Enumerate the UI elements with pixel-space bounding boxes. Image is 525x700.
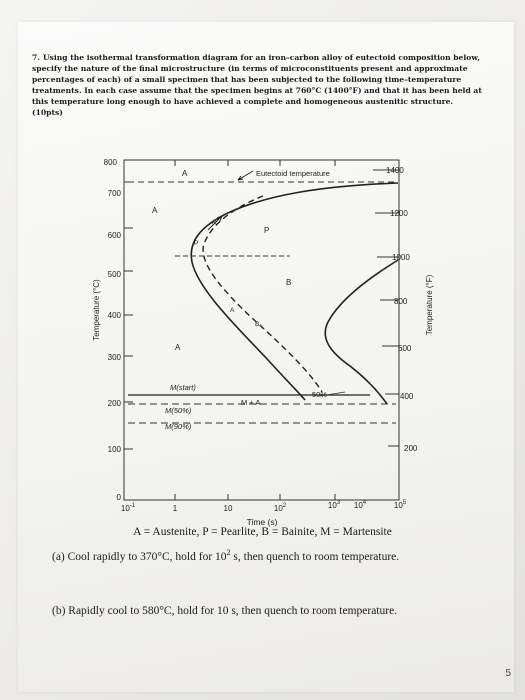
eutectoid-arrowhead — [237, 175, 244, 181]
x-tick-2: 10 — [224, 504, 233, 513]
pct50-leader — [319, 391, 346, 397]
right-tick-1200: 1200 — [390, 209, 408, 218]
eutectoid-arrow — [237, 170, 254, 181]
left-tick-200: 200 — [108, 399, 122, 408]
part-a-text: (a) Cool rapidly to 370°C, hold for 102 … — [52, 548, 400, 563]
left-tick-0: 0 — [117, 493, 122, 502]
x-tick-0: 10-1 — [121, 503, 136, 513]
left-ticks — [124, 181, 133, 450]
question-body: Using the isothermal transformation diag… — [32, 53, 482, 117]
left-tick-800: 800 — [104, 158, 118, 167]
left-tick-700: 700 — [108, 189, 122, 198]
right-axis-label: Temperature (°F) — [425, 274, 434, 335]
right-tick-600: 600 — [398, 344, 412, 353]
label-a-lower: A — [175, 343, 181, 352]
x-tick-3: 102 — [274, 503, 287, 513]
right-tick-1000: 1000 — [392, 253, 410, 262]
label-m90: M(90%) — [165, 422, 192, 431]
x-axis-label: Time (s) — [247, 517, 278, 527]
label-a-to-b: A — [230, 307, 235, 314]
fifty-percent-curve — [202, 195, 323, 393]
diagram-legend: A = Austenite, P = Pearlite, B = Bainite… — [133, 526, 392, 538]
label-a-left: A — [152, 206, 158, 215]
left-tick-300: 300 — [108, 353, 122, 362]
x-tick-5: 104 — [354, 500, 367, 510]
right-tick-200: 200 — [404, 444, 418, 453]
page-number: 5 — [505, 668, 511, 679]
question-number: 7. — [32, 53, 40, 62]
x-tick-1: 1 — [173, 504, 178, 513]
upper-arrowhead — [216, 215, 223, 222]
label-b-curve: B — [255, 321, 259, 328]
upper-arrow — [207, 215, 223, 231]
right-tick-1400: 1400 — [386, 166, 404, 175]
x-tick-6: 105 — [394, 500, 407, 510]
label-eutectoid: Eutectoid temperature — [256, 169, 330, 178]
left-tick-400: 400 — [108, 311, 122, 320]
label-m50: M(50%) — [165, 406, 192, 415]
right-tick-800: 800 — [394, 297, 408, 306]
plot-frame — [123, 159, 400, 501]
x-tick-4: 103 — [328, 500, 341, 510]
transformation-start-curve — [190, 182, 399, 401]
part-b-text: (b) Rapidly cool to 580°C, hold for 10 s… — [52, 605, 398, 617]
label-a-top: A — [182, 169, 188, 178]
left-axis-label: Temperature (°C) — [92, 279, 101, 341]
transformation-finish-curve — [324, 259, 399, 405]
label-pct50: 50% — [312, 390, 327, 399]
right-tick-400: 400 — [400, 392, 414, 401]
label-p-curve: P — [194, 240, 198, 247]
label-a-to-p: A — [212, 219, 217, 226]
question-text: 7. Using the isothermal transformation di… — [32, 52, 482, 118]
label-p-region: P — [264, 226, 269, 235]
left-tick-500: 500 — [108, 270, 122, 279]
label-b-region: B — [286, 278, 291, 287]
right-ticks — [373, 169, 399, 447]
label-m-start: M(start) — [170, 383, 196, 392]
x-ticks — [174, 160, 336, 500]
label-m-plus-a: M + A — [241, 398, 260, 407]
left-tick-100: 100 — [108, 445, 122, 454]
left-tick-600: 600 — [108, 231, 122, 240]
